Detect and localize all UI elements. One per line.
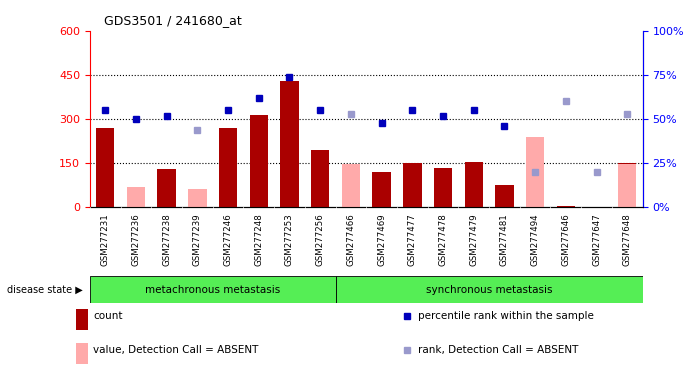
Text: percentile rank within the sample: percentile rank within the sample: [418, 311, 594, 321]
Text: GSM277647: GSM277647: [592, 213, 601, 266]
Bar: [96, 128, 115, 207]
Bar: [188, 189, 207, 207]
Text: GSM277253: GSM277253: [285, 213, 294, 266]
Text: GSM277477: GSM277477: [408, 213, 417, 266]
Text: GSM277648: GSM277648: [623, 213, 632, 266]
Bar: [219, 128, 237, 207]
Text: count: count: [93, 311, 123, 321]
Text: GSM277231: GSM277231: [101, 213, 110, 266]
Bar: [90, 276, 336, 303]
Bar: [281, 81, 299, 207]
Bar: [618, 164, 636, 207]
Text: GSM277646: GSM277646: [561, 213, 570, 266]
Text: GSM277236: GSM277236: [131, 213, 140, 266]
Bar: [557, 206, 575, 207]
Bar: [158, 169, 176, 207]
Bar: [434, 167, 452, 207]
Text: GSM277246: GSM277246: [223, 213, 233, 266]
Text: GSM277256: GSM277256: [316, 213, 325, 266]
Bar: [618, 163, 636, 207]
Bar: [311, 150, 330, 207]
Bar: [372, 172, 391, 207]
Text: metachronous metastasis: metachronous metastasis: [145, 285, 281, 295]
Text: GDS3501 / 241680_at: GDS3501 / 241680_at: [104, 14, 241, 27]
Text: GSM277478: GSM277478: [439, 213, 448, 266]
Text: GSM277494: GSM277494: [531, 213, 540, 265]
Bar: [76, 343, 88, 364]
Text: synchronous metastasis: synchronous metastasis: [426, 285, 552, 295]
Bar: [76, 309, 88, 329]
Text: value, Detection Call = ABSENT: value, Detection Call = ABSENT: [93, 345, 258, 355]
Bar: [126, 187, 145, 207]
Bar: [403, 163, 422, 207]
Bar: [526, 137, 545, 207]
Text: GSM277479: GSM277479: [469, 213, 478, 265]
Bar: [464, 162, 483, 207]
Bar: [249, 114, 268, 207]
Bar: [341, 164, 360, 207]
Text: GSM277466: GSM277466: [346, 213, 355, 266]
Text: GSM277481: GSM277481: [500, 213, 509, 266]
Text: GSM277239: GSM277239: [193, 213, 202, 265]
Text: disease state ▶: disease state ▶: [7, 285, 83, 295]
Bar: [495, 185, 513, 207]
Text: GSM277248: GSM277248: [254, 213, 263, 266]
Text: GSM277238: GSM277238: [162, 213, 171, 266]
Text: rank, Detection Call = ABSENT: rank, Detection Call = ABSENT: [418, 345, 578, 355]
Bar: [336, 276, 643, 303]
Text: GSM277469: GSM277469: [377, 213, 386, 265]
